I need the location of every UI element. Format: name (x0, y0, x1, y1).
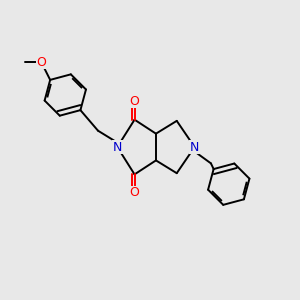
Text: N: N (190, 140, 199, 154)
Text: N: N (112, 140, 122, 154)
Text: O: O (130, 186, 140, 199)
Text: O: O (130, 95, 140, 108)
Text: O: O (36, 56, 46, 68)
